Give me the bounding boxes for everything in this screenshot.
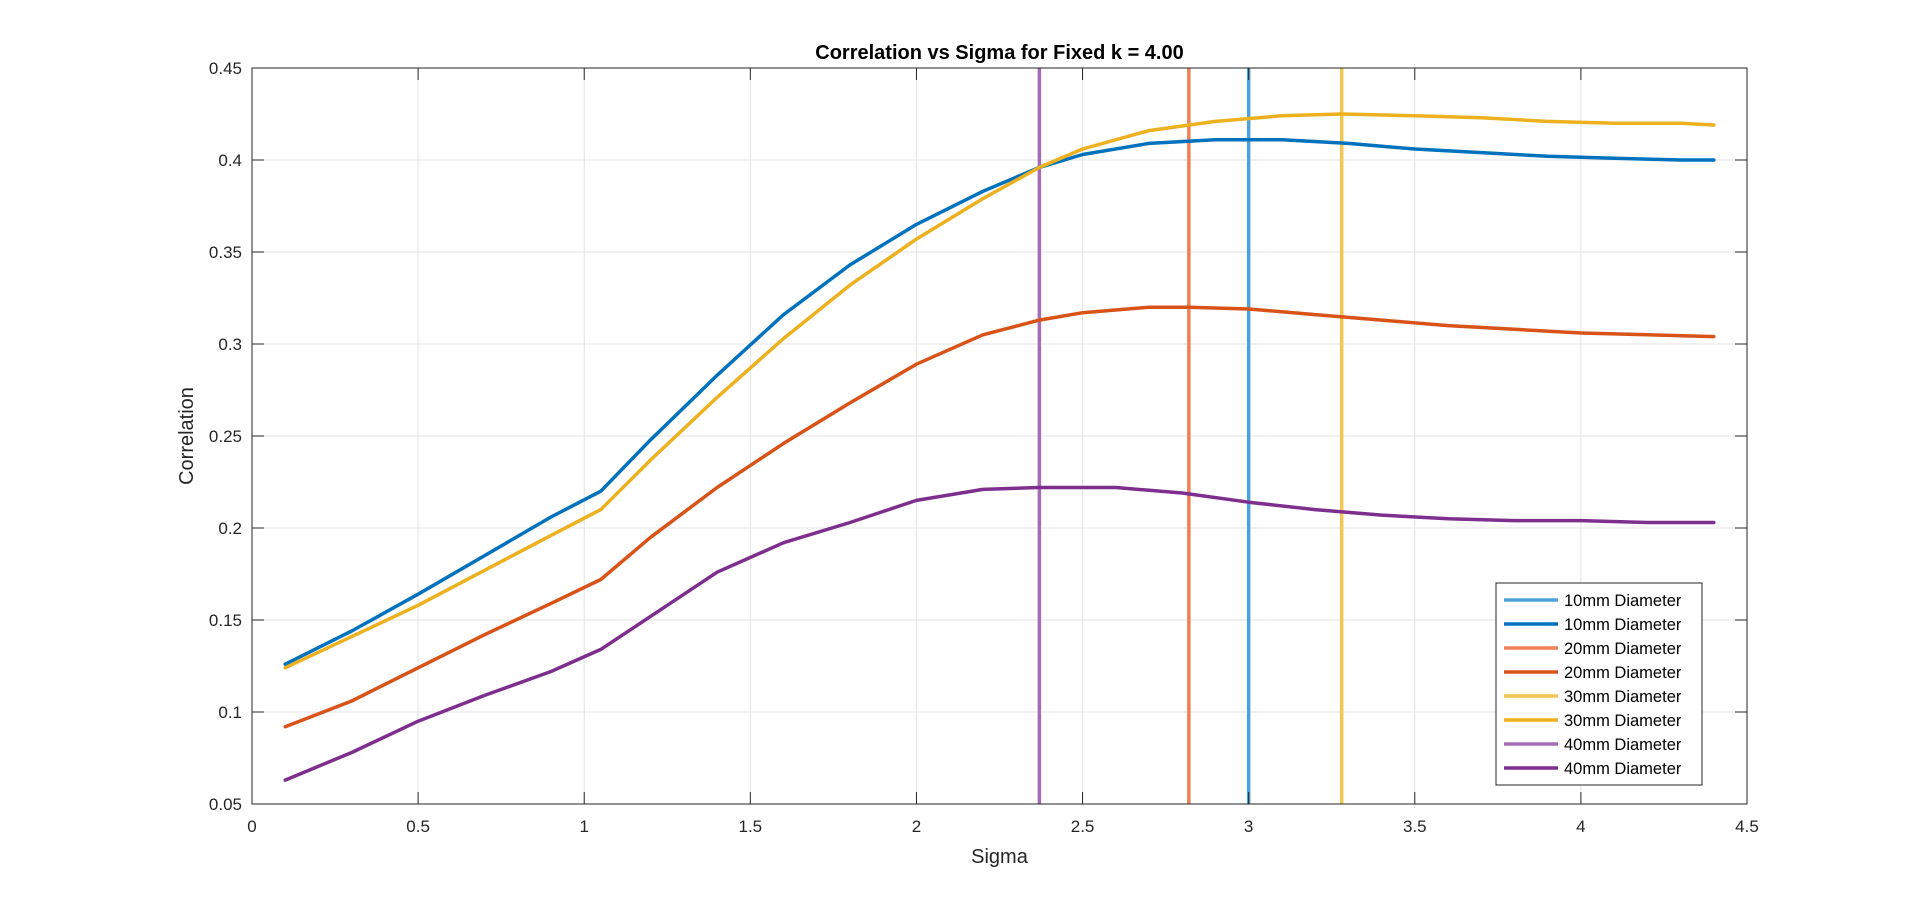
y-tick-label: 0.45: [209, 59, 242, 78]
series-lines: [283, 112, 1716, 782]
x-tick-label: 2: [912, 817, 921, 836]
y-tick-label: 0.05: [209, 795, 242, 814]
x-tick-label: 0.5: [406, 817, 430, 836]
legend-entry-label: 30mm Diameter: [1564, 712, 1682, 730]
y-tick-label: 0.1: [218, 703, 242, 722]
y-axis-label: Correlation: [176, 387, 198, 485]
legend-entry-label: 40mm Diameter: [1564, 736, 1682, 754]
x-tick-label: 0: [247, 817, 256, 836]
series-line: [283, 485, 1716, 782]
legend-entry-label: 30mm Diameter: [1564, 688, 1682, 706]
x-tick-label: 3.5: [1403, 817, 1427, 836]
y-tick-label: 0.4: [218, 151, 242, 170]
legend-entry-label: 20mm Diameter: [1564, 664, 1682, 682]
axis-ticks: 0 0.5 1 1.5 2 2.5 3 3.5 4 4.5 0.05 0.1 0.15 0.2 0.25 0.…: [209, 59, 1759, 836]
y-tick-label: 0.25: [209, 427, 242, 446]
legend-entry-label: 10mm Diameter: [1564, 592, 1682, 610]
x-tick-label: 3: [1244, 817, 1253, 836]
x-tick-label: 4.5: [1735, 817, 1759, 836]
legend-entry-label: 10mm Diameter: [1564, 616, 1682, 634]
x-axis-label: Sigma: [971, 846, 1029, 868]
y-tick-label: 0.35: [209, 243, 242, 262]
y-tick-label: 0.3: [218, 335, 242, 354]
x-tick-label: 4: [1576, 817, 1585, 836]
x-tick-label: 1.5: [739, 817, 763, 836]
series-line: [283, 305, 1716, 729]
legend-entry-label: 20mm Diameter: [1564, 640, 1682, 658]
x-tick-label: 2.5: [1071, 817, 1095, 836]
series-line: [283, 112, 1716, 670]
x-tick-label: 1: [579, 817, 588, 836]
vertical-lines: [1037, 68, 1344, 804]
y-tick-label: 0.2: [218, 519, 242, 538]
chart-title: Correlation vs Sigma for Fixed k = 4.00: [815, 42, 1183, 64]
legend: 10mm Diameter 10mm Diameter 20mm Diameter 2…: [1495, 582, 1703, 786]
legend-box: [1495, 582, 1703, 786]
y-tick-label: 0.15: [209, 611, 242, 630]
legend-entry-label: 40mm Diameter: [1564, 760, 1682, 778]
